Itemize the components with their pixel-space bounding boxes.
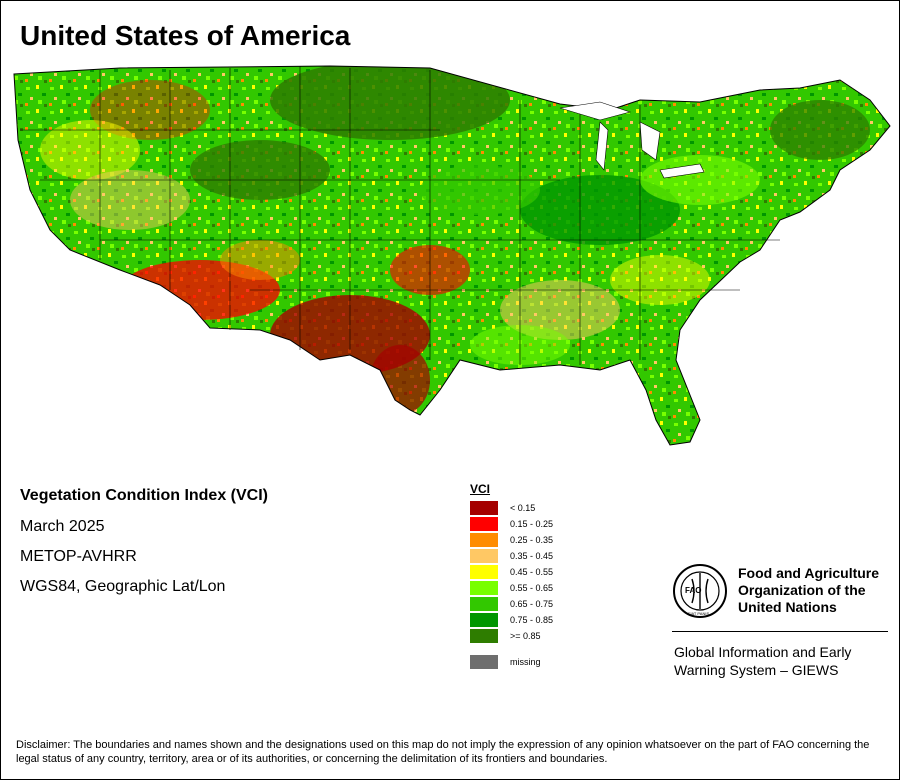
legend-item: < 0.15 [470, 500, 553, 516]
legend-label: 0.25 - 0.35 [510, 535, 554, 545]
legend-label: < 0.15 [510, 503, 536, 513]
fao-name-line-2: Organization of the [738, 582, 866, 598]
legend-swatch-missing [470, 655, 498, 669]
vci-raster [14, 66, 890, 445]
period-label: March 2025 [20, 518, 105, 535]
legend-label-missing: missing [510, 657, 541, 667]
giews-line-1: Global Information and Early [674, 644, 852, 660]
giews-label: Global Information and Early Warning Sys… [674, 643, 851, 679]
legend-label: 0.35 - 0.45 [510, 551, 554, 561]
legend-swatch [470, 597, 498, 611]
legend-item: 0.25 - 0.35 [470, 532, 553, 548]
legend-label: >= 0.85 [510, 631, 541, 641]
legend-item: >= 0.85 [470, 628, 553, 644]
legend-swatch [470, 629, 498, 643]
legend-item-missing: missing [470, 654, 553, 670]
svg-text:FAO: FAO [685, 586, 701, 595]
vci-map [13, 65, 891, 446]
disclaimer: Disclaimer: The boundaries and names sho… [16, 739, 870, 765]
legend-item: 0.35 - 0.45 [470, 548, 553, 564]
legend-label: 0.65 - 0.75 [510, 599, 554, 609]
legend-swatch [470, 613, 498, 627]
map-title: United States of America [20, 20, 351, 51]
legend-title: VCI [470, 482, 491, 496]
legend-item: 0.45 - 0.55 [470, 564, 553, 580]
legend-item: 0.55 - 0.65 [470, 580, 553, 596]
legend-swatch [470, 501, 498, 515]
legend-swatch [470, 533, 498, 547]
fao-divider [672, 631, 888, 632]
fao-name-line-3: United Nations [738, 599, 837, 615]
legend-item: 0.65 - 0.75 [470, 596, 553, 612]
fao-logo-icon: FAO FIAT PANIS [673, 564, 727, 618]
legend-swatch [470, 565, 498, 579]
index-heading: Vegetation Condition Index (VCI) [20, 487, 268, 504]
legend-label: 0.75 - 0.85 [510, 615, 554, 625]
map-info: Vegetation Condition Index (VCI) March 2… [20, 487, 268, 608]
fao-name: Food and Agriculture Organization of the… [738, 565, 879, 616]
legend-swatch [470, 549, 498, 563]
legend-item: 0.15 - 0.25 [470, 516, 553, 532]
legend-label: 0.45 - 0.55 [510, 567, 554, 577]
legend-swatch [470, 581, 498, 595]
legend-swatch [470, 517, 498, 531]
legend-label: 0.55 - 0.65 [510, 583, 554, 593]
fao-name-line-1: Food and Agriculture [738, 565, 880, 581]
sensor-label: METOP-AVHRR [20, 548, 137, 565]
vci-legend: VCI < 0.15 0.15 - 0.25 0.25 - 0.35 0.35 - 0… [470, 482, 553, 670]
svg-text:FIAT PANIS: FIAT PANIS [688, 611, 709, 616]
legend-item: 0.75 - 0.85 [470, 612, 553, 628]
great-lakes [559, 101, 705, 179]
giews-line-2: Warning System – GIEWS [674, 662, 839, 678]
state-boundaries [20, 66, 780, 365]
legend-label: 0.15 - 0.25 [510, 519, 554, 529]
projection-label: WGS84, Geographic Lat/Lon [20, 578, 226, 595]
